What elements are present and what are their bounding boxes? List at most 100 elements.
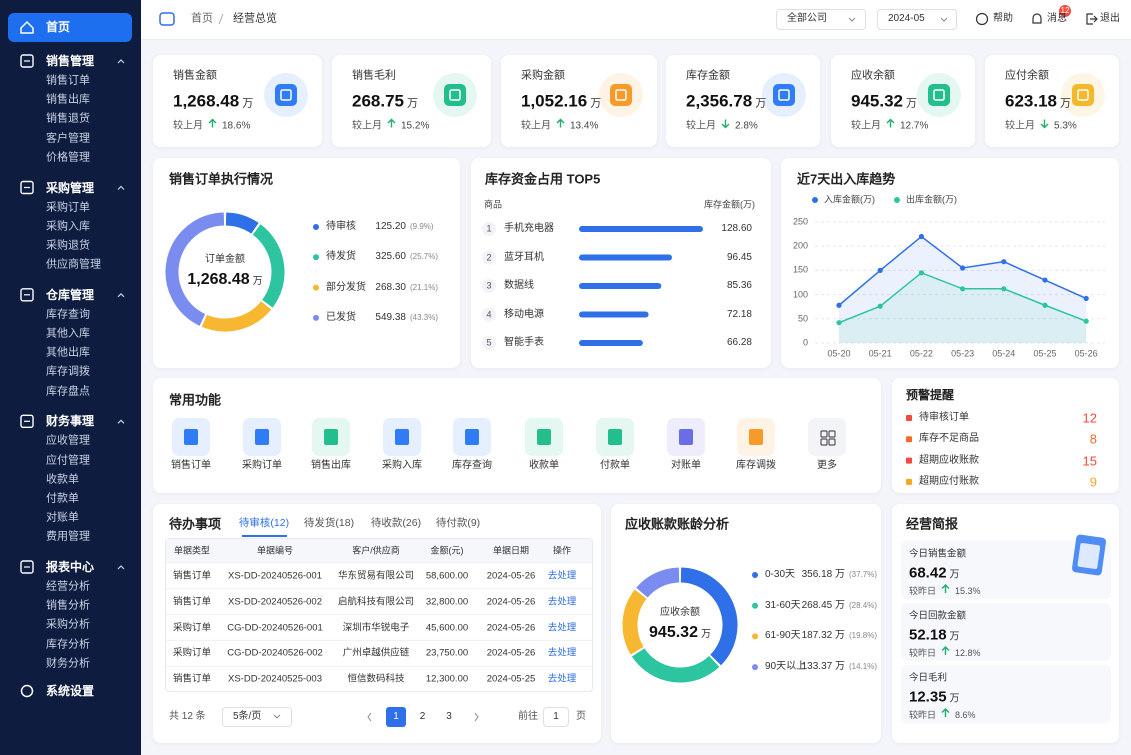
menu-group[interactable]: 销售管理 — [46, 54, 95, 68]
action-label[interactable]: 更多 — [817, 460, 837, 471]
menu-group[interactable]: 采购管理 — [46, 180, 95, 195]
page-size: 5条/页 — [233, 711, 262, 722]
action-label[interactable]: 库存查询 — [452, 460, 492, 471]
legend-label: 已发货 — [326, 311, 356, 323]
alert-label[interactable]: 超期应收账款 — [919, 454, 979, 466]
kpi-compare-row: 较上月 2.8% — [686, 119, 758, 132]
menu-item[interactable]: 其他出库 — [46, 346, 90, 359]
alert-count: 12 — [1082, 410, 1097, 426]
brief-unit: 万 — [949, 693, 960, 705]
table-cell: 45,600.00 — [425, 621, 469, 633]
tab[interactable]: 待审核(12) — [238, 516, 290, 529]
alert-label[interactable]: 超期应付账款 — [919, 475, 979, 487]
table-cell[interactable]: 去处理 — [547, 621, 577, 633]
alert-label[interactable]: 库存不足商品 — [919, 433, 979, 445]
legend-percent: (28.4%) — [849, 600, 878, 610]
menu-item[interactable]: 采购退货 — [46, 239, 90, 252]
action-label[interactable]: 销售订单 — [171, 460, 211, 471]
alert-label[interactable]: 待审核订单 — [919, 412, 969, 423]
page-size-select[interactable] — [222, 707, 292, 727]
legend-percent: (9.9%) — [410, 222, 434, 231]
table-cell: 华东贸易有限公司 — [337, 570, 415, 582]
arrow-shape — [556, 118, 565, 128]
table-header: 客户/供应商 — [352, 545, 400, 556]
menu-home[interactable]: 首页 — [46, 20, 71, 34]
action-label[interactable]: 收款单 — [529, 460, 559, 471]
menu-item[interactable]: 销售退货 — [46, 112, 90, 125]
action-label[interactable]: 付款单 — [600, 460, 630, 471]
tab[interactable]: 待付款(9) — [435, 516, 481, 529]
messages[interactable]: 消息 — [1047, 13, 1067, 24]
table-cell[interactable]: 去处理 — [547, 673, 577, 685]
menu-group[interactable]: 报表中心 — [46, 560, 95, 574]
x-tick-label: 05-20 — [827, 348, 851, 359]
action-label[interactable]: 库存调拨 — [736, 460, 776, 471]
table-cell[interactable]: 去处理 — [547, 596, 577, 608]
page[interactable]: 2 — [419, 711, 426, 722]
table-cell[interactable]: 去处理 — [547, 647, 577, 659]
month-select[interactable] — [877, 9, 957, 30]
legend-value: 125.20 — [375, 221, 406, 232]
x-tick-label: 05-23 — [951, 348, 975, 359]
menu-item[interactable]: 库存分析 — [46, 638, 90, 651]
page[interactable]: 3 — [446, 711, 452, 722]
menu-item[interactable]: 应收管理 — [46, 434, 90, 447]
kpi-value-row: 623.18 万 — [1005, 93, 1071, 110]
menu-item[interactable]: 供应商管理 — [46, 258, 101, 271]
menu-item[interactable]: 库存调拨 — [46, 365, 90, 378]
menu-group[interactable]: 财务事理 — [46, 414, 95, 429]
kpi-compare: 较上月 — [173, 120, 203, 132]
bar-value: 85.36 — [726, 280, 752, 291]
logout[interactable]: 退出 — [1100, 13, 1120, 24]
top-bar — [141, 0, 1131, 40]
menu-item[interactable]: 销售分析 — [46, 599, 90, 612]
menu-item[interactable]: 库存盘点 — [46, 385, 90, 398]
menu-item[interactable]: 付款单 — [46, 492, 79, 505]
menu-item[interactable]: 其他入库 — [46, 327, 90, 340]
menu-item[interactable]: 销售订单 — [46, 74, 90, 87]
menu-item[interactable]: 采购入库 — [46, 220, 90, 233]
menu-group[interactable]: 仓库管理 — [46, 287, 95, 302]
menu-item[interactable]: 财务分析 — [46, 657, 90, 670]
tab[interactable]: 待收款(26) — [370, 516, 422, 529]
menu-item[interactable]: 库存查询 — [46, 308, 90, 321]
action-label[interactable]: 销售出库 — [311, 460, 351, 471]
legend-percent: (43.3%) — [410, 312, 439, 322]
product-name: 蓝牙耳机 — [504, 251, 544, 263]
menu-item[interactable]: 客户管理 — [46, 132, 90, 145]
menu-item[interactable]: 采购分析 — [46, 618, 90, 631]
brief-change: 8.6% — [955, 710, 976, 720]
menu-settings[interactable]: 系统设置 — [46, 684, 95, 698]
help[interactable]: 帮助 — [993, 13, 1013, 24]
table-cell: 2024-05-26 — [486, 570, 536, 582]
kpi-change: 18.6% — [222, 120, 251, 132]
menu-item[interactable]: 对账单 — [46, 511, 79, 524]
kpi-compare: 较上月 — [352, 120, 382, 132]
table-cell[interactable]: 去处理 — [547, 570, 577, 582]
menu-item[interactable]: 收款单 — [46, 473, 79, 486]
kpi-value: 623.18 — [1005, 91, 1057, 111]
center-value: 945.32 — [649, 624, 698, 641]
kpi-compare-row: 较上月 5.3% — [1005, 119, 1077, 132]
action-label[interactable]: 采购入库 — [382, 460, 422, 471]
action-label[interactable]: 采购订单 — [242, 460, 282, 471]
menu-item[interactable]: 费用管理 — [46, 530, 90, 543]
arrow-shape — [1040, 119, 1049, 129]
y-tick-label: 200 — [792, 240, 808, 251]
tab[interactable]: 待发货(18) — [303, 516, 355, 529]
page[interactable]: 1 — [393, 711, 399, 722]
menu-item[interactable]: 应付管理 — [46, 454, 90, 466]
legend-label: 61-90天 — [765, 630, 801, 642]
menu-item[interactable]: 销售出库 — [46, 93, 90, 106]
sidebar — [0, 0, 141, 755]
menu-item[interactable]: 采购订单 — [46, 201, 90, 213]
kpi-value-row: 268.75 万 — [352, 93, 418, 110]
breadcrumb[interactable]: 首页 — [191, 12, 213, 25]
action-label[interactable]: 对账单 — [671, 460, 701, 471]
brief-item-bg — [901, 603, 1111, 661]
legend-value: 268.45 万 — [801, 599, 845, 611]
company-select[interactable] — [776, 9, 866, 30]
goto-input[interactable] — [543, 707, 569, 727]
menu-item[interactable]: 经营分析 — [46, 580, 90, 593]
menu-item[interactable]: 价格管理 — [46, 151, 90, 164]
